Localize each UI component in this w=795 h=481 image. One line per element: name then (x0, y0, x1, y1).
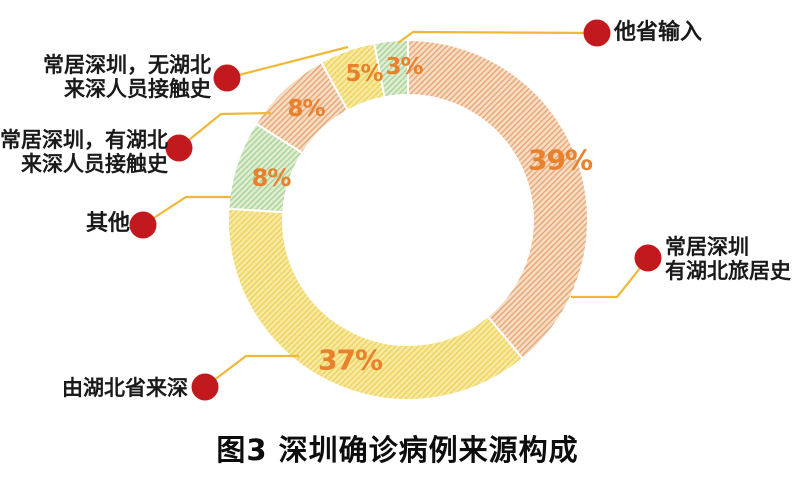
callout-dot-1 (213, 64, 241, 92)
leader-line-5 (571, 257, 649, 299)
callout-text: 来深人员接触史 (64, 77, 211, 101)
callout-text: 有湖北旅居史 (665, 259, 791, 283)
callout-other: 其他 (86, 212, 130, 236)
segment-value-label-4: 5% (345, 61, 383, 87)
donut-segment-0 (407, 39, 589, 360)
segment-value-label-0: 39% (528, 144, 593, 177)
callout-text: 常居深圳，有湖北 (0, 128, 168, 152)
callout-text: 常居深圳，无湖北 (43, 53, 211, 77)
donut-segment-5 (373, 39, 409, 99)
segment-value-label-1: 37% (318, 344, 383, 377)
callout-resident-hubei-travel-history: 常居深圳 有湖北旅居史 (665, 235, 791, 283)
callout-text: 由湖北省来深 (62, 376, 188, 400)
callout-other-province-input: 他省输入 (614, 20, 702, 46)
leader-line-4 (204, 354, 299, 388)
callout-text: 其他 (85, 211, 130, 236)
leader-line-2 (178, 111, 272, 149)
callout-dot-3 (129, 211, 157, 239)
callout-text: 来深人员接触史 (21, 152, 168, 176)
callout-text: 常居深圳 (665, 235, 749, 259)
segment-value-label-3: 8% (287, 96, 325, 122)
callout-dot-4 (191, 373, 219, 401)
segment-value-label-2: 8% (252, 164, 292, 192)
leader-line-0 (397, 30, 598, 44)
leader-line-3 (142, 195, 231, 226)
figure-title: 图3 深圳确诊病例来源构成 (216, 433, 579, 467)
callout-resident-with-hubei-contact: 常居深圳，有湖北 来深人员接触史 (0, 128, 168, 176)
callout-text: 他省输入 (614, 20, 703, 45)
segment-value-label-5: 3% (385, 54, 423, 80)
callout-resident-no-hubei-contact: 常居深圳，无湖北 来深人员接触史 (43, 53, 211, 101)
donut-segment-1 (227, 207, 524, 401)
callout-from-hubei-province: 由湖北省来深 (62, 376, 188, 400)
callout-dot-2 (165, 134, 193, 162)
callout-dot-0 (583, 19, 611, 47)
callout-dot-5 (634, 244, 662, 272)
leader-line-1 (226, 45, 349, 80)
